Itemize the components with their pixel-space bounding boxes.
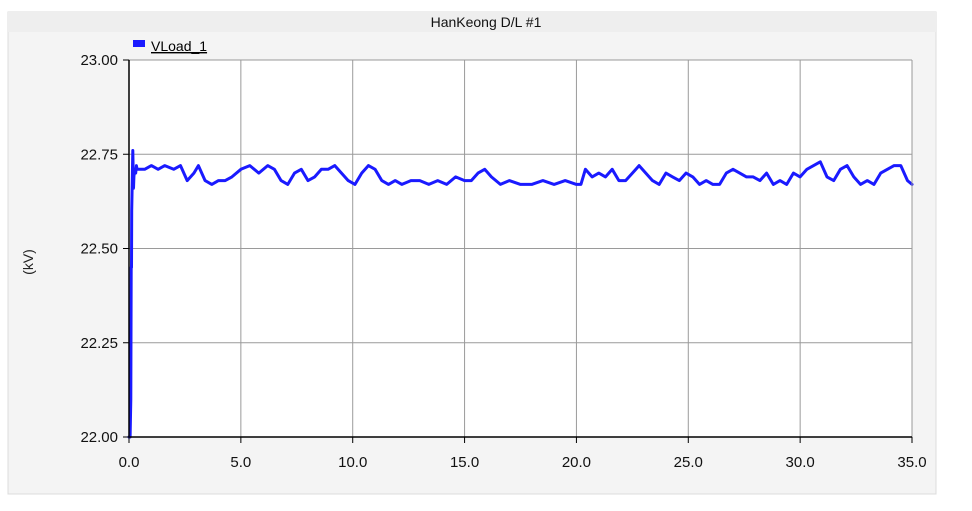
x-tick-label: 5.0 (230, 454, 251, 471)
chart-title: HanKeong D/L #1 (431, 14, 542, 30)
y-axis-ticks: 22.00 22.25 22.50 22.75 23.00 (80, 52, 129, 446)
x-tick-label: 15.0 (450, 454, 479, 471)
y-tick-label: 22.50 (80, 241, 118, 258)
x-tick-label: 0.0 (119, 454, 140, 471)
series-layer (127, 149, 914, 439)
series-line-vload-1 (127, 149, 914, 439)
y-tick-label: 22.25 (80, 335, 118, 352)
legend-label-vload-1: VLoad_1 (151, 38, 207, 54)
legend-swatch-vload-1 (133, 40, 145, 47)
x-axis-ticks: 0.0 5.0 10.0 15.0 20.0 25.0 30.0 35.0 (119, 437, 927, 471)
title-bar (8, 12, 936, 32)
x-tick-label: 25.0 (674, 454, 703, 471)
grid-lines (129, 60, 912, 437)
x-tick-label: 35.0 (897, 454, 926, 471)
y-tick-label: 22.75 (80, 146, 118, 163)
legend: VLoad_1 (133, 38, 207, 54)
x-tick-label: 10.0 (338, 454, 367, 471)
y-axis-label: (kV) (20, 249, 36, 275)
x-tick-label: 20.0 (562, 454, 591, 471)
y-tick-label: 23.00 (80, 52, 118, 69)
y-tick-label: 22.00 (80, 429, 118, 446)
x-tick-label: 30.0 (786, 454, 815, 471)
